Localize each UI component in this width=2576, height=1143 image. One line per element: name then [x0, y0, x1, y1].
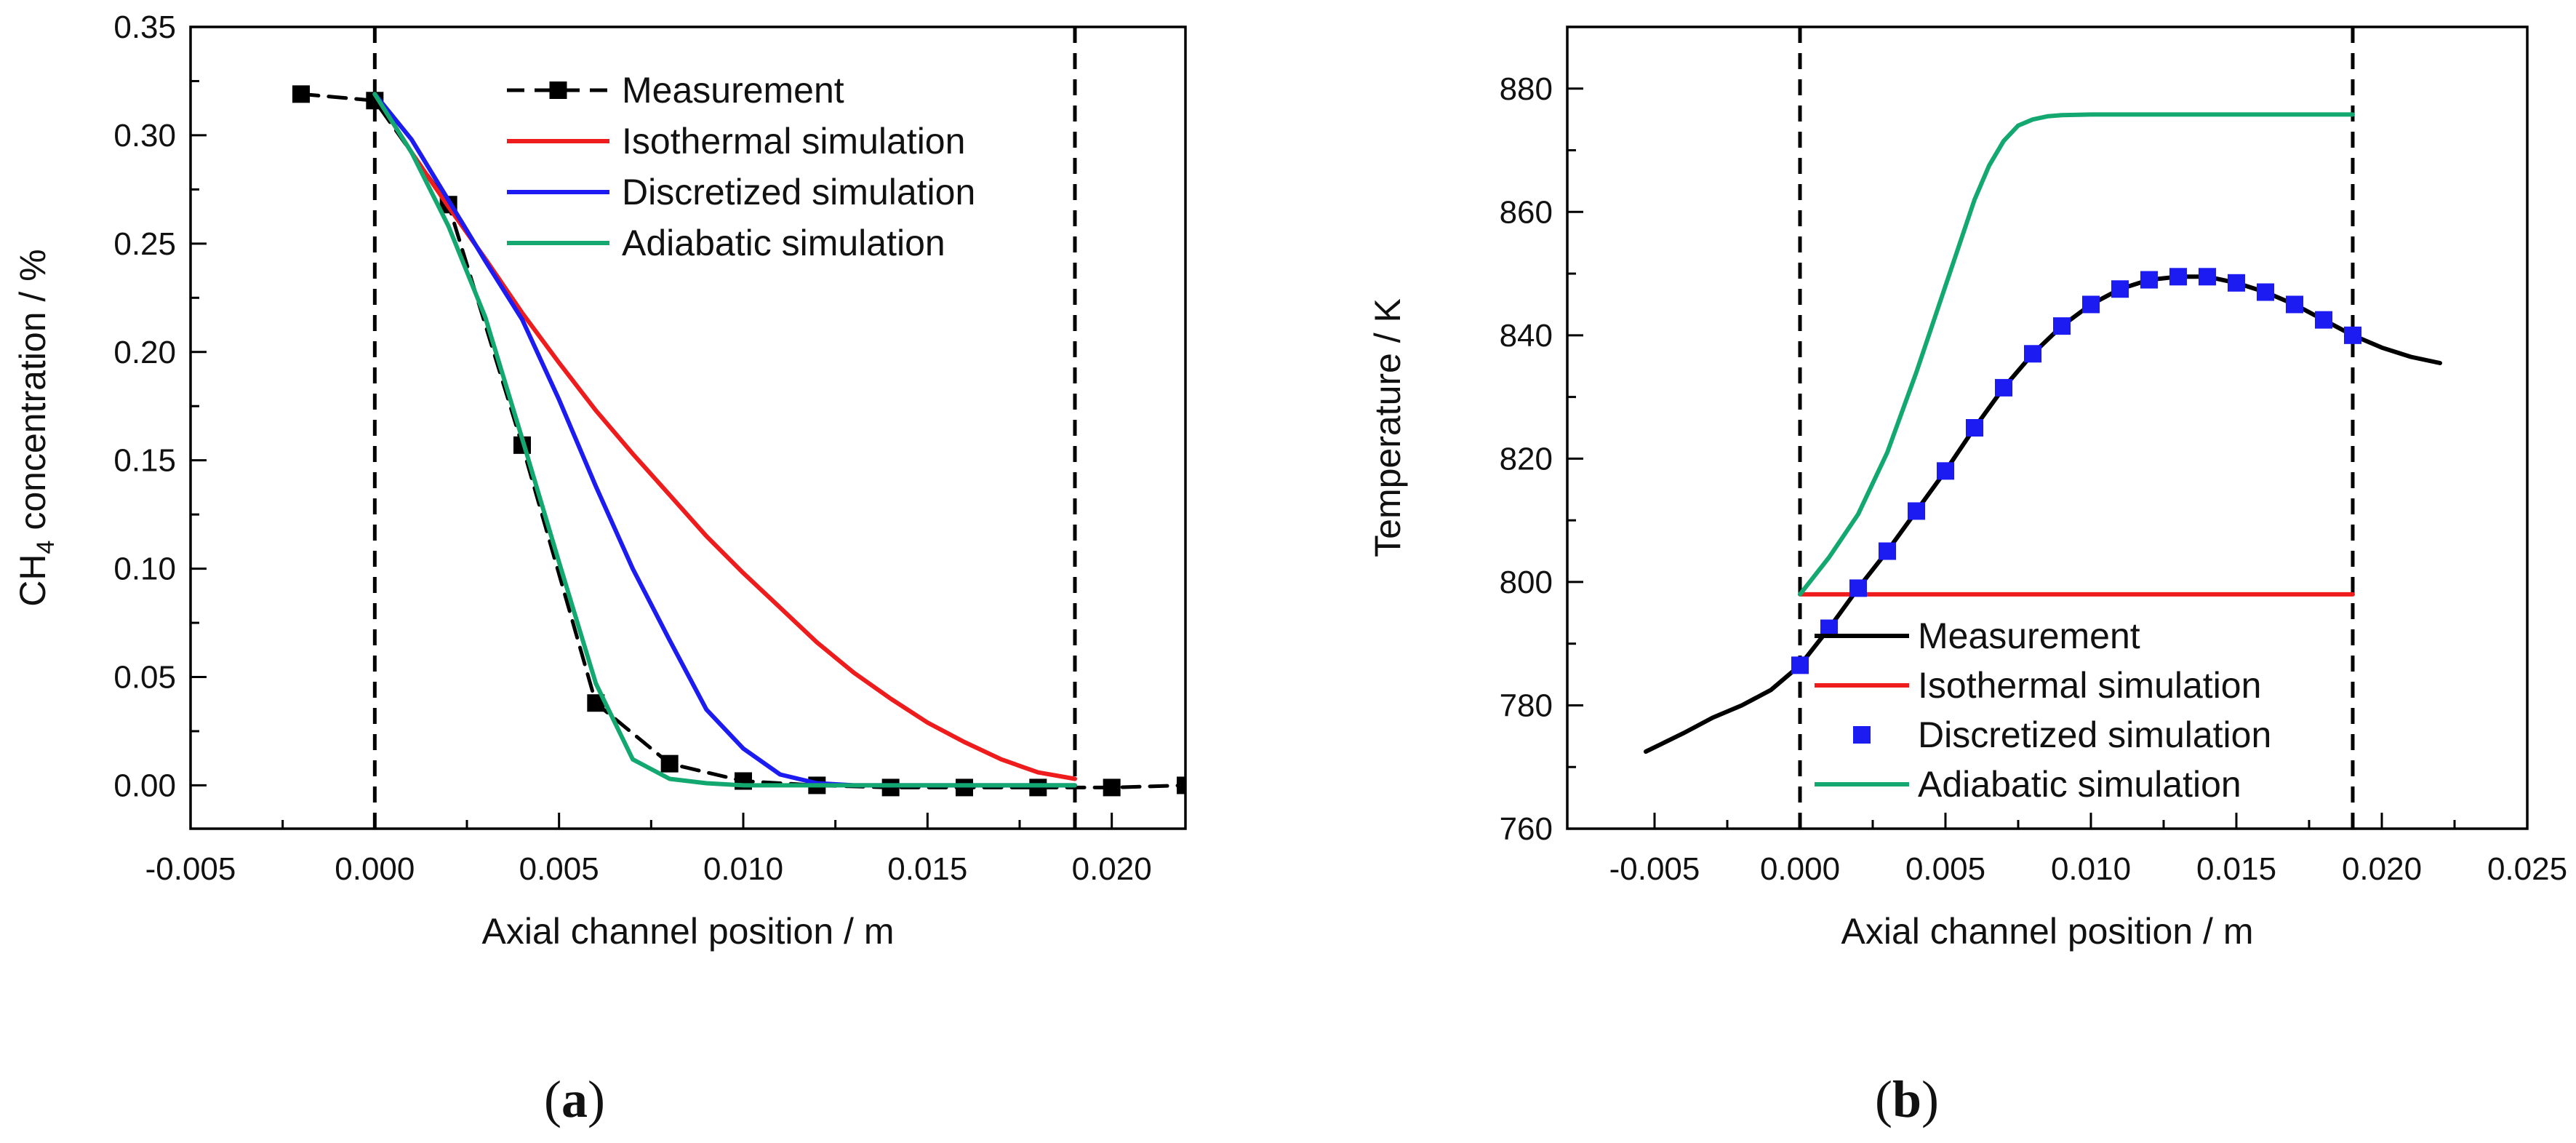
data-point-discretized-simulation [2228, 274, 2245, 292]
panel-caption: (a) [544, 1070, 605, 1128]
x-tick-label: -0.005 [1609, 851, 1700, 887]
data-point-discretized-simulation [2169, 268, 2187, 286]
data-point-measurement [1029, 778, 1047, 797]
y-tick-label: 0.30 [113, 118, 176, 154]
data-point-discretized-simulation [2286, 295, 2303, 314]
data-point-discretized-simulation [1966, 419, 1983, 437]
x-tick-label: 0.005 [519, 851, 599, 887]
y-tick-label: 0.00 [113, 768, 176, 803]
data-point-discretized-simulation [2199, 268, 2216, 286]
y-axis-label-main: CH [12, 554, 53, 606]
caption-open: ( [1875, 1070, 1892, 1128]
legend-label-adiabatic-simulation: Adiabatic simulation [622, 223, 945, 263]
y-tick-label: 0.10 [113, 551, 176, 587]
y-tick-label: 0.35 [113, 9, 176, 45]
data-point-discretized-simulation [2053, 317, 2071, 335]
legend-label-isothermal-simulation: Isothermal simulation [622, 121, 965, 162]
data-point-discretized-simulation [1937, 462, 1954, 480]
legend-label-discretized-simulation: Discretized simulation [1918, 714, 2271, 755]
legend-label-adiabatic-simulation: Adiabatic simulation [1918, 764, 2241, 805]
x-tick-label: 0.010 [703, 851, 783, 887]
x-tick-label: 0.010 [2051, 851, 2131, 887]
caption-letter: a [561, 1070, 588, 1128]
data-point-discretized-simulation [1879, 542, 1896, 560]
y-tick-label: 880 [1500, 71, 1553, 107]
x-tick-label: 0.000 [335, 851, 415, 887]
data-point-discretized-simulation [1995, 378, 2012, 397]
panel-caption: (b) [1875, 1070, 1939, 1128]
x-axis-label: Axial channel position / m [1841, 911, 2254, 952]
caption-close: ) [1921, 1070, 1939, 1128]
caption-letter: b [1892, 1070, 1921, 1128]
data-point-measurement [1103, 778, 1121, 797]
data-point-discretized-simulation [1791, 656, 1809, 674]
x-tick-label: -0.005 [145, 851, 236, 887]
data-point-discretized-simulation [2024, 345, 2041, 363]
y-tick-label: 840 [1500, 318, 1553, 354]
legend-label-measurement: Measurement [622, 70, 844, 111]
y-axis-label-subscript: 4 [32, 541, 60, 554]
y-axis-label-main: Temperature / K [1367, 298, 1408, 557]
x-tick-label: 0.015 [887, 851, 967, 887]
y-tick-label: 0.15 [113, 443, 176, 479]
y-axis-label-rest: concentration / % [12, 249, 53, 540]
data-point-discretized-simulation [2082, 295, 2100, 314]
data-point-discretized-simulation [2257, 283, 2274, 301]
y-tick-label: 800 [1500, 565, 1553, 600]
x-axis-label: Axial channel position / m [482, 911, 895, 952]
data-point-measurement [292, 85, 310, 103]
series-line-adiabatic-simulation [372, 92, 1077, 788]
x-tick-label: 0.000 [1760, 851, 1840, 887]
data-point-discretized-simulation [1908, 502, 1925, 520]
plot-area [1644, 112, 2442, 754]
caption-open: ( [544, 1070, 561, 1128]
data-point-discretized-simulation [2140, 271, 2158, 289]
plot-frame [189, 25, 1187, 830]
legend-label-isothermal-simulation: Isothermal simulation [1918, 665, 2261, 706]
legend: Measurement Isothermal simulation Discreti… [507, 70, 975, 263]
data-point-measurement [660, 754, 679, 773]
data-point-measurement [881, 778, 900, 797]
legend-marker-discretized-simulation [1853, 726, 1871, 744]
plot-area [292, 85, 1185, 797]
legend-label-discretized-simulation: Discretized simulation [622, 172, 975, 212]
x-tick-label: 0.020 [2342, 851, 2422, 887]
series-line-measurement [1644, 274, 2442, 754]
legend-label-measurement: Measurement [1918, 616, 2140, 656]
x-tick-label: 0.025 [2487, 851, 2567, 887]
y-tick-label: 0.25 [113, 226, 176, 262]
chart-panel-b: -0.005 0.000 0.005 0.010 0.015 0.020 0.025 760 7… [1367, 25, 2567, 1128]
data-point-discretized-simulation [2344, 326, 2361, 344]
plot-frame [1566, 25, 2529, 830]
x-tick-label: 0.020 [1072, 851, 1152, 887]
chart-panel-a: -0.005 0.000 0.005 0.010 0.015 0.020 0.00 0.05 0… [12, 9, 1187, 1128]
data-point-discretized-simulation [2111, 280, 2129, 298]
y-axis-label: CH4 concentration / % [12, 249, 60, 606]
data-point-discretized-simulation [1849, 579, 1867, 597]
y-axis-label: Temperature / K [1367, 298, 1408, 557]
data-point-measurement [1177, 776, 1185, 794]
y-tick-label: 780 [1500, 688, 1553, 723]
data-point-measurement [956, 778, 973, 797]
legend: Measurement Isothermal simulation Discreti… [1815, 616, 2271, 805]
x-tick-label: 0.015 [2196, 851, 2276, 887]
y-tick-label: 820 [1500, 441, 1553, 477]
x-tick-label: 0.005 [1905, 851, 1985, 887]
data-point-discretized-simulation [2315, 311, 2332, 329]
y-tick-label: 0.05 [113, 660, 176, 696]
legend-marker-measurement [549, 81, 567, 99]
caption-close: ) [588, 1070, 605, 1128]
y-tick-label: 860 [1500, 194, 1553, 230]
y-tick-label: 0.20 [113, 335, 176, 370]
y-tick-label: 760 [1500, 811, 1553, 847]
series-line-adiabatic-simulation [1798, 112, 2355, 597]
